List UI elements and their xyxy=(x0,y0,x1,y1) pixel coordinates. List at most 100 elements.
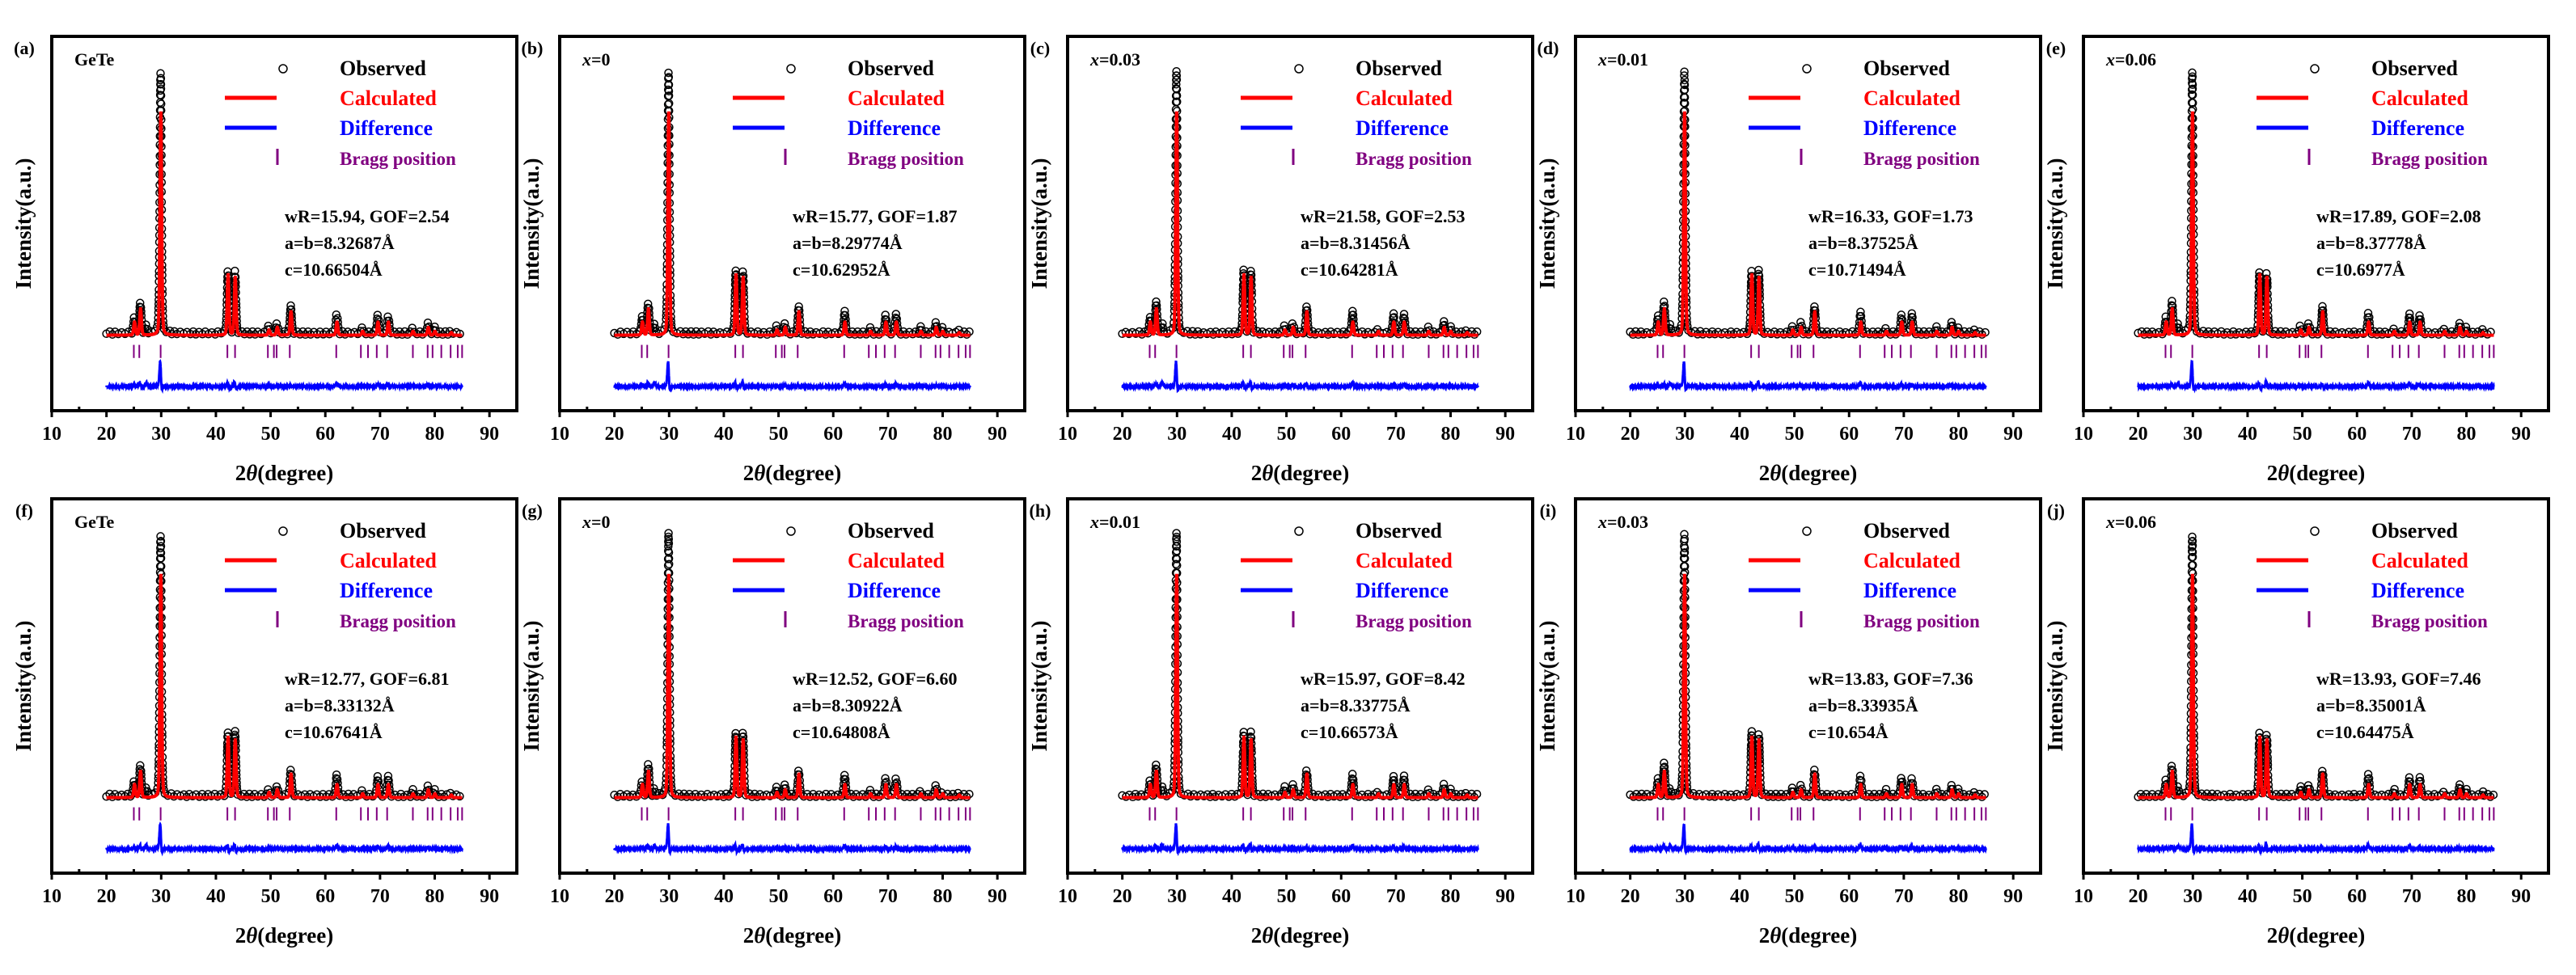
legend-calculated-label: Calculated xyxy=(2371,87,2468,110)
legend-bragg-label: Bragg position xyxy=(2371,149,2488,169)
legend: Observed Calculated Difference Bragg positi… xyxy=(733,519,964,631)
panel-label: (j) xyxy=(2047,500,2065,521)
observed-point xyxy=(664,529,673,538)
observed-point xyxy=(2188,80,2197,90)
legend-calculated-label: Calculated xyxy=(2371,549,2468,572)
observed-point xyxy=(1348,306,1357,316)
calculated-series xyxy=(2138,573,2494,800)
legend-difference-label: Difference xyxy=(1863,116,1956,140)
legend-difference-label: Difference xyxy=(1356,579,1449,602)
calculated-series xyxy=(106,573,463,800)
legend-observed-marker xyxy=(1294,526,1304,536)
panel-label: (e) xyxy=(2046,38,2066,58)
refinement-ab-text: a=b=8.37525Å xyxy=(1808,233,1918,253)
difference-series xyxy=(1629,361,1987,393)
observed-point xyxy=(881,310,890,319)
x-tick-label: 40 xyxy=(206,886,226,907)
calculated-series xyxy=(614,573,971,800)
panel-label: (g) xyxy=(522,500,543,521)
legend: Observed Calculated Difference Bragg positi… xyxy=(2257,57,2488,169)
observed-point xyxy=(1754,730,1763,739)
x-tick-label: 50 xyxy=(261,886,281,907)
x-tick-label: 90 xyxy=(2003,886,2023,907)
x-tick-label: 90 xyxy=(988,424,1007,445)
observed-point xyxy=(1172,75,1182,84)
refinement-fit-text: wR=17.89, GOF=2.08 xyxy=(2316,206,2481,226)
calculated-series xyxy=(614,111,971,337)
x-tick-label: 40 xyxy=(206,424,226,445)
plot-frame xyxy=(1066,35,1534,412)
x-tick-label: 10 xyxy=(42,424,61,445)
difference-series xyxy=(613,361,971,393)
x-tick-label: 70 xyxy=(878,886,898,907)
x-tick-label: 10 xyxy=(2074,424,2093,445)
refinement-c-text: c=10.62952Å xyxy=(793,260,890,280)
difference-series xyxy=(2137,359,2495,394)
x-tick-label: 90 xyxy=(2511,424,2531,445)
refinement-c-text: c=10.66573Å xyxy=(1301,722,1398,742)
observed-point xyxy=(1172,97,1182,107)
observed-point xyxy=(1897,310,1906,319)
observed-point xyxy=(2188,91,2197,99)
x-tick-label: 50 xyxy=(1785,886,1804,907)
observed-point xyxy=(1389,309,1398,319)
observed-series xyxy=(102,532,464,802)
panel-h: 10 20 30 40 50 60 70 80 90 2θ(degree) Intensity(a.… xyxy=(1016,462,1534,948)
legend-observed-label: Observed xyxy=(1356,57,1442,80)
x-axis-label-prefix: 2 xyxy=(235,461,247,485)
observed-point xyxy=(840,310,850,320)
sample-label: x=0 xyxy=(582,512,611,532)
legend-difference-label: Difference xyxy=(2371,579,2464,602)
legend-observed-marker xyxy=(786,64,796,74)
plot-frame xyxy=(2082,497,2550,875)
refinement-fit-text: wR=13.83, GOF=7.36 xyxy=(1808,669,1973,689)
sample-label: x=0.01 xyxy=(1597,49,1648,70)
observed-point xyxy=(162,327,171,337)
refinement-fit-text: wR=15.77, GOF=1.87 xyxy=(793,206,958,226)
y-axis-label: Intensity(a.u.) xyxy=(1535,158,1559,289)
x-tick-label: 80 xyxy=(2457,424,2477,445)
observed-point xyxy=(1680,75,1690,85)
legend-observed-label: Observed xyxy=(1863,519,1950,542)
x-axis-label: 2θ(degree) xyxy=(235,461,333,485)
sample-value: =0.01 xyxy=(1607,49,1648,70)
x-tick-label: 60 xyxy=(1331,886,1351,907)
y-axis-label: Intensity(a.u.) xyxy=(519,158,544,289)
legend-difference-label: Difference xyxy=(848,116,941,140)
observed-point xyxy=(332,770,341,779)
y-axis-label: Intensity(a.u.) xyxy=(519,620,544,751)
x-tick-label: 50 xyxy=(769,424,789,445)
legend-observed-marker xyxy=(278,526,288,536)
x-tick-label: 30 xyxy=(1675,886,1694,907)
x-axis-label-suffix: (degree) xyxy=(1781,923,1857,948)
x-tick-label: 50 xyxy=(1277,886,1296,907)
x-tick-label: 70 xyxy=(370,424,390,445)
observed-point xyxy=(663,99,673,109)
legend-observed-marker xyxy=(2310,526,2320,536)
x-tick-label: 70 xyxy=(1894,424,1914,445)
x-axis-label-theta: θ xyxy=(1262,923,1273,948)
plot-frame xyxy=(2082,35,2550,412)
observed-point xyxy=(2405,309,2414,319)
observed-point xyxy=(2168,297,2176,306)
x-axis-label: 2θ(degree) xyxy=(1759,461,1857,485)
observed-point xyxy=(332,774,341,783)
observed-point xyxy=(891,310,901,319)
observed-point xyxy=(2415,773,2425,782)
x-axis-label-suffix: (degree) xyxy=(257,461,333,485)
observed-point xyxy=(1172,91,1182,100)
observed-point xyxy=(1280,782,1289,791)
sample-value: =0 xyxy=(591,512,611,532)
observed-point xyxy=(644,760,653,769)
x-tick-label: 80 xyxy=(933,424,953,445)
x-tick-label: 90 xyxy=(1495,424,1515,445)
y-axis-label: Intensity(a.u.) xyxy=(11,158,36,289)
observed-point xyxy=(286,301,295,310)
legend-bragg-label: Bragg position xyxy=(848,611,964,631)
legend-calculated-label: Calculated xyxy=(1863,549,1961,572)
x-axis-label-suffix: (degree) xyxy=(1781,461,1857,485)
plot-svg: 10 20 30 40 50 60 70 80 90 2θ(degree) Intensity(a.… xyxy=(1027,497,1534,948)
observed-point xyxy=(664,559,674,569)
sample-value: GeTe xyxy=(74,49,115,70)
refinement-ab-text: a=b=8.31456Å xyxy=(1301,233,1411,253)
